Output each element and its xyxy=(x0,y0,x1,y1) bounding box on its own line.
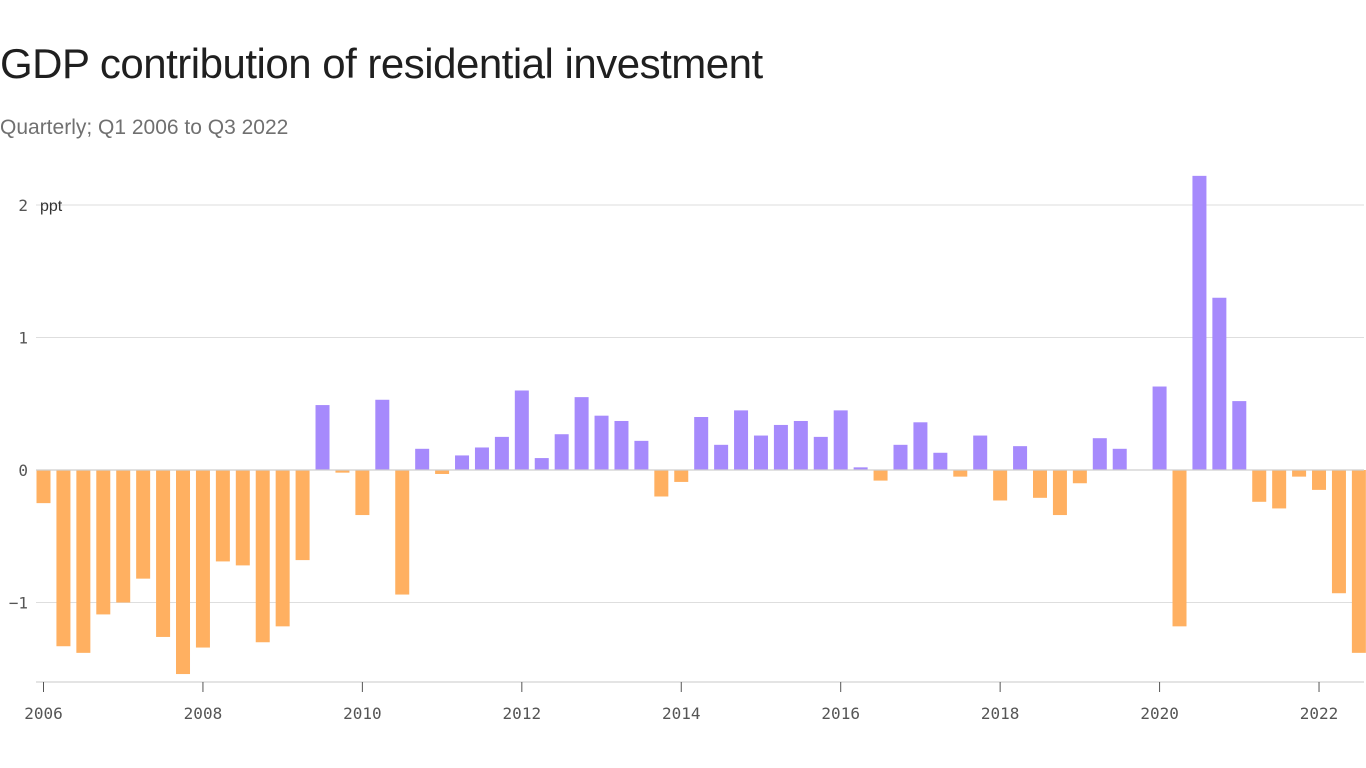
bar xyxy=(215,470,230,562)
bar xyxy=(594,415,609,470)
bar xyxy=(913,422,928,470)
bar xyxy=(176,470,191,675)
y-tick-label: 2 xyxy=(18,196,28,215)
bar xyxy=(1212,297,1227,470)
bar xyxy=(953,470,968,477)
bar xyxy=(1072,470,1087,484)
bar xyxy=(893,444,908,470)
bar xyxy=(136,470,151,579)
x-tick-label: 2006 xyxy=(24,704,63,723)
bars xyxy=(36,175,1366,675)
bar xyxy=(574,397,589,471)
bar xyxy=(375,399,390,470)
x-tick-label: 2018 xyxy=(981,704,1020,723)
bar xyxy=(1272,470,1287,509)
chart-title: GDP contribution of residential investme… xyxy=(0,40,763,87)
bar xyxy=(1252,470,1267,502)
bar xyxy=(355,470,370,516)
x-tick-label: 2008 xyxy=(184,704,223,723)
bar xyxy=(415,448,430,470)
bar xyxy=(474,447,489,470)
bar xyxy=(1033,470,1047,498)
bar xyxy=(1052,470,1067,516)
bar xyxy=(933,452,948,470)
bar xyxy=(1013,446,1028,470)
chart-subtitle: Quarterly; Q1 2006 to Q3 2022 xyxy=(0,116,289,139)
bar xyxy=(793,420,808,470)
bar xyxy=(734,410,749,471)
bar xyxy=(1351,470,1366,653)
bar xyxy=(1092,438,1107,470)
bar xyxy=(773,424,788,470)
bar xyxy=(1172,470,1187,627)
bar xyxy=(455,455,470,470)
bar xyxy=(1232,401,1247,470)
bar xyxy=(1292,470,1307,477)
bar xyxy=(514,390,529,470)
bar xyxy=(833,410,848,471)
x-axis: 2006 2008 2010 2012 2014 2016 2018 2020 2022 xyxy=(24,681,1364,723)
bar xyxy=(554,434,569,470)
bar xyxy=(614,420,629,470)
x-tick-label: 2012 xyxy=(503,704,542,723)
bar xyxy=(694,417,709,470)
y-axis-labels: 2 ppt 1 0 −1 xyxy=(9,196,63,613)
y-unit-label: ppt xyxy=(40,198,63,215)
bar xyxy=(36,470,51,504)
bar xyxy=(494,436,509,471)
bar xyxy=(235,470,250,566)
bar xyxy=(255,470,270,643)
x-tick-label: 2014 xyxy=(662,704,701,723)
bar xyxy=(56,470,71,647)
bar xyxy=(116,470,131,603)
bar xyxy=(813,436,828,471)
bar xyxy=(753,435,768,470)
y-tick-label: −1 xyxy=(9,594,28,613)
bar xyxy=(395,470,410,595)
bar xyxy=(853,467,868,470)
x-tick-label: 2020 xyxy=(1140,704,1179,723)
bar xyxy=(714,444,729,470)
bar xyxy=(1192,175,1207,470)
bar xyxy=(1331,470,1346,594)
bar xyxy=(1112,448,1127,470)
y-tick-label: 0 xyxy=(18,461,28,480)
bar xyxy=(973,435,988,470)
bar xyxy=(534,458,549,470)
bar xyxy=(76,470,91,653)
bar xyxy=(435,470,450,474)
bar xyxy=(195,470,210,648)
bar xyxy=(156,470,171,637)
x-tick-label: 2016 xyxy=(821,704,860,723)
bar xyxy=(275,470,290,627)
bar xyxy=(1152,386,1167,470)
bar xyxy=(654,470,669,497)
x-tick-label: 2022 xyxy=(1300,704,1339,723)
bar xyxy=(993,470,1008,501)
x-tick-label: 2010 xyxy=(343,704,382,723)
bar xyxy=(335,470,350,473)
bar xyxy=(873,470,888,481)
bar xyxy=(634,440,649,470)
bar xyxy=(674,470,689,482)
bar xyxy=(315,405,330,470)
bar xyxy=(1312,470,1327,490)
bar xyxy=(295,470,310,561)
y-tick-label: 1 xyxy=(18,329,28,348)
bar xyxy=(96,470,111,615)
